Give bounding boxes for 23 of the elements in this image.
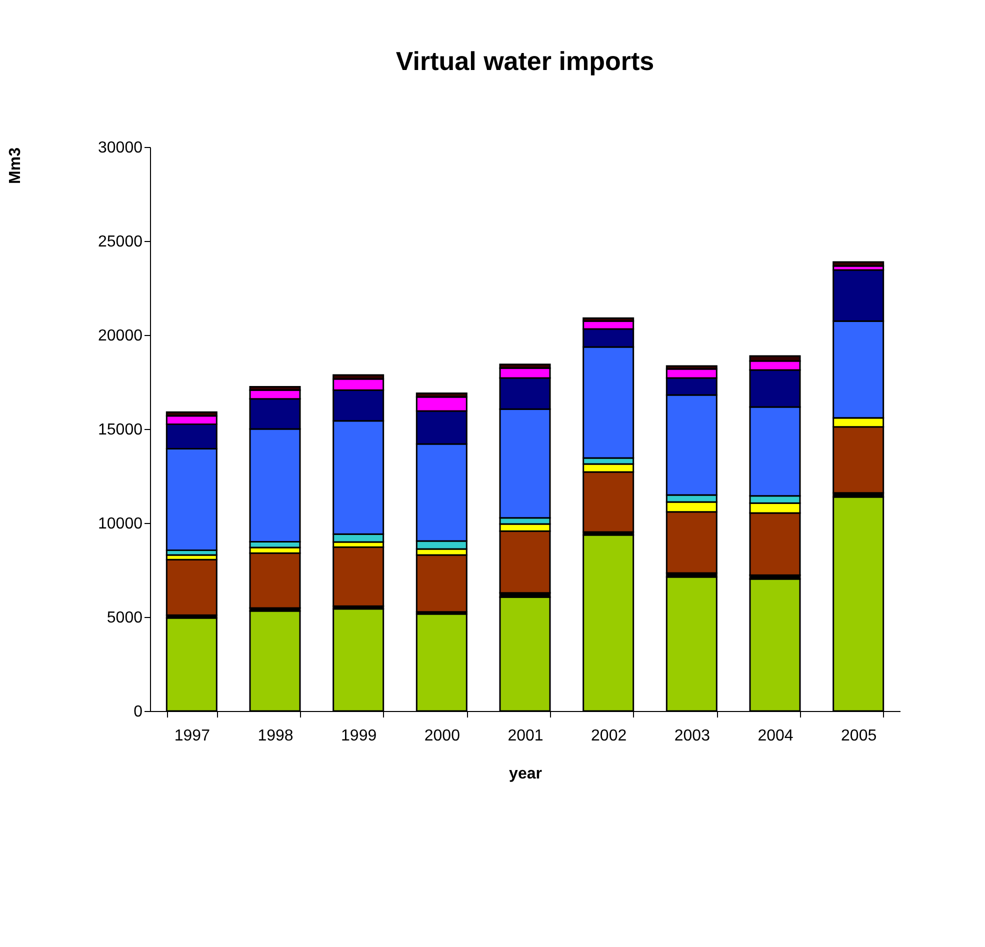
x-tick-label: 1999 (341, 728, 377, 744)
y-tick-label: 0 (134, 704, 143, 720)
y-axis-title: Mm3 (7, 147, 24, 184)
bar (249, 552, 301, 609)
x-tick-label: 2004 (758, 728, 794, 744)
y-tick-label: 25000 (98, 234, 143, 250)
y-tick-label: 15000 (98, 422, 143, 438)
bar (832, 261, 884, 267)
x-tick-label: 1998 (258, 728, 294, 744)
y-tick-label: 10000 (98, 516, 143, 532)
y-tick-label: 30000 (98, 140, 143, 156)
x-tick-label: 2001 (508, 728, 544, 744)
x-axis-title: year (509, 766, 542, 782)
x-tick-label: 2000 (424, 728, 460, 744)
y-tick-label: 20000 (98, 328, 143, 344)
y-tick-label: 5000 (106, 610, 143, 626)
bar (166, 558, 218, 616)
x-tick-label: 1997 (174, 728, 210, 744)
bar (332, 546, 384, 607)
x-tick-label: 2002 (591, 728, 627, 744)
chart-title: Virtual water imports (396, 46, 654, 76)
x-tick-label: 2005 (841, 728, 877, 744)
x-tick-label: 2003 (674, 728, 710, 744)
